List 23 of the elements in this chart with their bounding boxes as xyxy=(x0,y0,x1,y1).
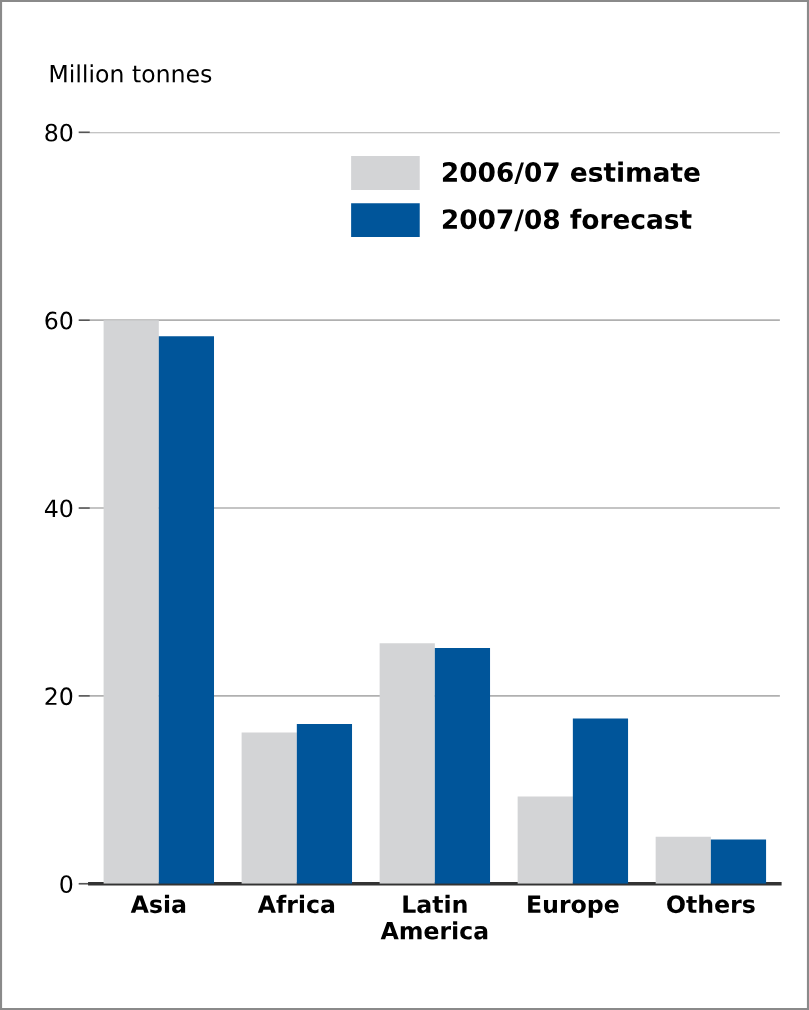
bar xyxy=(103,320,159,884)
bar xyxy=(296,724,353,884)
bar xyxy=(517,796,573,884)
bar xyxy=(655,836,711,884)
bar xyxy=(434,647,491,884)
y-tick-label: 40 xyxy=(44,499,73,518)
bar xyxy=(241,732,297,884)
y-tick-label: 80 xyxy=(45,123,73,142)
y-tick-label: 20 xyxy=(45,687,73,706)
x-tick-label: Africa xyxy=(257,894,335,914)
x-tick-label: Asia xyxy=(130,894,186,914)
x-tick-label: Others xyxy=(667,894,755,914)
bar xyxy=(710,839,767,884)
y-tick-label: 0 xyxy=(60,875,73,894)
x-tick-label: Latin America xyxy=(380,894,488,940)
x-tick-label: Europe xyxy=(528,895,619,918)
bar xyxy=(158,336,215,884)
legend-label: 2007/08 forecast xyxy=(442,208,692,232)
legend-label: 2006/07 estimate xyxy=(442,161,700,185)
bar xyxy=(572,718,629,884)
y-axis-title: Million tonnes xyxy=(50,64,212,83)
y-tick-label: 60 xyxy=(45,311,73,330)
bar xyxy=(379,643,435,884)
